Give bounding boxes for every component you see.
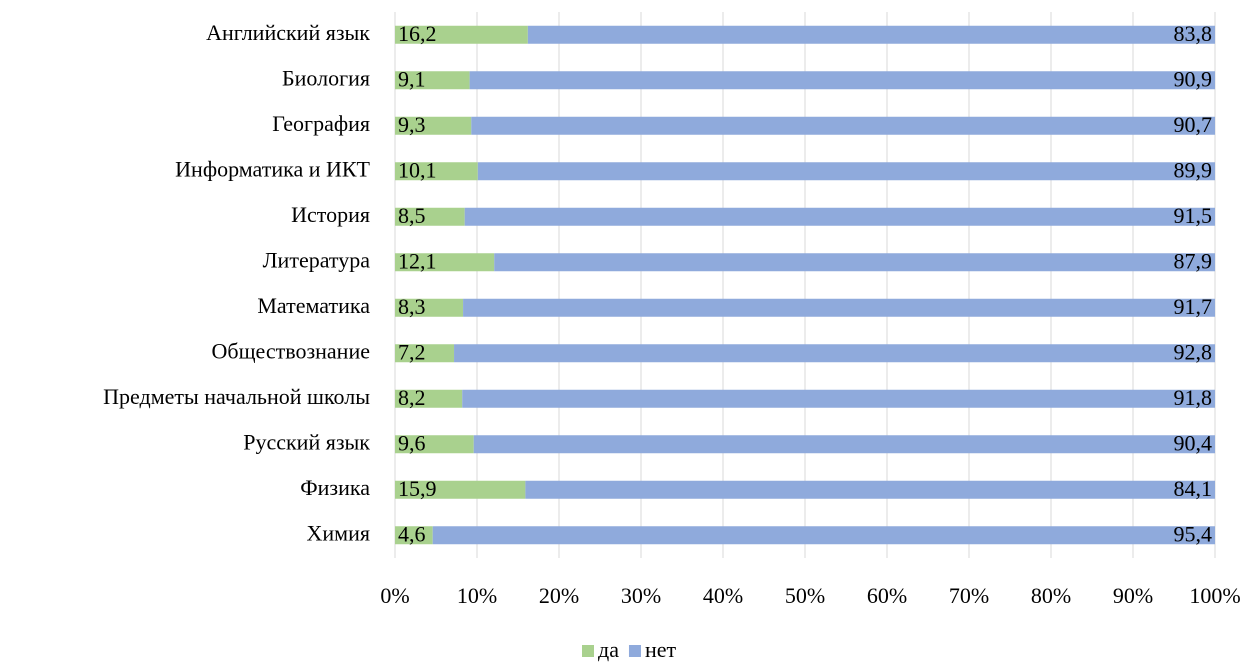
data-label: 83,8: [1174, 21, 1213, 46]
data-label: 91,5: [1174, 203, 1213, 228]
legend-swatch: [628, 645, 641, 657]
bar-segment: [395, 162, 478, 181]
y-tick-label: Химия: [307, 520, 370, 545]
bar-segment: [525, 480, 1215, 499]
bar-segment: [395, 116, 472, 135]
bar-segment: [473, 435, 1216, 454]
data-label: 10,1: [398, 157, 437, 182]
y-tick-label: Предметы начальной школы: [103, 384, 370, 409]
data-label: 89,9: [1174, 157, 1213, 182]
legend-label: нет: [645, 637, 677, 662]
data-label: 15,9: [398, 476, 437, 501]
bar-segment: [395, 25, 528, 44]
data-label: 12,1: [398, 248, 437, 273]
bar-segment: [494, 253, 1216, 272]
x-tick-label: 0%: [380, 583, 409, 608]
x-tick-label: 100%: [1189, 583, 1240, 608]
x-tick-label: 70%: [949, 583, 989, 608]
x-tick-label: 80%: [1031, 583, 1071, 608]
data-label: 90,9: [1174, 66, 1213, 91]
y-tick-label: География: [272, 111, 370, 136]
y-tick-label: Русский язык: [243, 429, 370, 454]
bar-segment: [395, 207, 465, 226]
y-tick-label: Математика: [257, 293, 370, 318]
x-tick-label: 40%: [703, 583, 743, 608]
data-label: 16,2: [398, 21, 437, 46]
y-tick-label: Английский язык: [206, 20, 370, 45]
data-label: 9,3: [398, 112, 426, 137]
x-tick-label: 30%: [621, 583, 661, 608]
data-label: 84,1: [1174, 476, 1213, 501]
bar-segment: [454, 344, 1215, 363]
y-tick-label: Обществознание: [212, 338, 371, 363]
bar-segment: [395, 344, 455, 363]
data-label: 4,6: [398, 521, 426, 546]
data-label: 90,4: [1174, 430, 1213, 455]
data-label: 90,7: [1174, 112, 1213, 137]
x-tick-label: 50%: [785, 583, 825, 608]
bar-segment: [432, 526, 1216, 545]
bar-segment: [395, 71, 470, 90]
bar-segment: [527, 25, 1215, 44]
y-tick-label: Информатика и ИКТ: [175, 156, 370, 181]
y-tick-label: Физика: [300, 475, 370, 500]
bar-segment: [395, 480, 526, 499]
legend-swatch: [582, 645, 594, 657]
bar-segment: [395, 298, 464, 317]
x-tick-label: 90%: [1113, 583, 1153, 608]
bar-segment: [469, 71, 1215, 90]
data-label: 9,1: [398, 66, 426, 91]
data-label: 8,3: [398, 294, 426, 319]
data-label: 95,4: [1174, 521, 1213, 546]
x-tick-label: 20%: [539, 583, 579, 608]
y-tick-label: Биология: [282, 65, 370, 90]
bar-segment: [477, 162, 1215, 181]
data-label: 92,8: [1174, 339, 1213, 364]
bar-segment: [395, 526, 433, 545]
data-label: 9,6: [398, 430, 426, 455]
bar-segment: [395, 435, 474, 454]
bar-segment: [395, 389, 463, 408]
data-label: 87,9: [1174, 248, 1213, 273]
x-tick-label: 10%: [457, 583, 497, 608]
y-tick-label: Литература: [263, 247, 371, 272]
bar-segment: [462, 389, 1215, 408]
data-label: 8,2: [398, 385, 426, 410]
data-label: 7,2: [398, 339, 426, 364]
bar-segment: [395, 253, 495, 272]
data-label: 91,7: [1174, 294, 1213, 319]
y-tick-label: История: [291, 202, 370, 227]
bar-segment: [471, 116, 1215, 135]
data-label: 91,8: [1174, 385, 1213, 410]
x-tick-label: 60%: [867, 583, 907, 608]
bar-segment: [464, 207, 1215, 226]
legend-label: да: [598, 637, 619, 662]
data-label: 8,5: [398, 203, 426, 228]
bar-segment: [463, 298, 1215, 317]
